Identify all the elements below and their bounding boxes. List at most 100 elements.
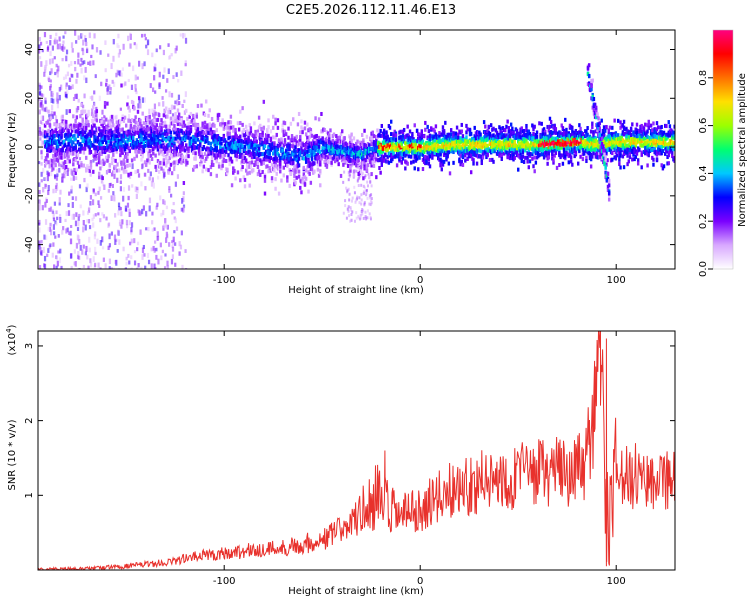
spectrogram-cell — [440, 149, 443, 154]
spectrogram-cell — [338, 135, 342, 140]
spectrogram-cell — [169, 145, 173, 150]
spectrogram-cell — [527, 165, 531, 170]
noise-cell — [40, 61, 43, 67]
noise-cell — [55, 265, 58, 269]
spectrogram-cell — [500, 156, 503, 161]
noise-cell — [82, 219, 85, 226]
spectrogram-cell — [547, 151, 550, 156]
spectrogram-cell — [350, 132, 353, 137]
noise-cell — [55, 182, 58, 187]
noise-cell — [91, 95, 94, 101]
noise-cell — [162, 101, 165, 107]
noise-cell — [113, 173, 116, 179]
spectrogram-cell — [267, 145, 270, 150]
spectrogram-cell — [69, 132, 73, 137]
noise-cell — [92, 214, 95, 219]
spectrogram-cell — [72, 151, 75, 156]
noise-cell — [89, 262, 93, 268]
spectrogram-cell — [366, 163, 370, 168]
spectrogram-cell — [303, 151, 307, 156]
noise-cell — [94, 246, 97, 253]
spectrogram-cell — [317, 117, 321, 122]
spectrogram-cell — [273, 156, 276, 161]
spectrogram-cell — [328, 144, 331, 149]
spectrogram-cell — [136, 120, 140, 125]
spectrogram-cell — [215, 149, 218, 154]
noise-cell — [95, 113, 98, 118]
spectrogram-cell — [387, 160, 391, 165]
spectrogram-cell — [215, 128, 218, 133]
spectrogram-cell — [430, 126, 433, 131]
noise-cell — [128, 124, 131, 131]
spectrogram-cell — [240, 167, 243, 172]
noise-cell — [65, 160, 69, 165]
spectrogram-cell — [85, 125, 88, 130]
noise-cell — [74, 94, 77, 98]
spectrogram-cell — [507, 126, 511, 131]
spectrogram-cell — [250, 155, 254, 160]
spectrogram-cell — [63, 143, 67, 148]
spectrogram-cell — [237, 127, 241, 132]
noise-cell — [365, 162, 368, 166]
spectrogram-cell — [76, 160, 80, 165]
noise-cell — [104, 68, 107, 73]
spectrogram-cell — [57, 133, 61, 138]
spectrogram-cell — [540, 121, 543, 126]
noise-cell — [362, 184, 365, 188]
noise-cell — [107, 222, 111, 227]
spectrogram-cell — [236, 141, 240, 146]
spectrogram-cell — [101, 176, 104, 181]
spectrogram-cell — [187, 149, 190, 154]
spectrogram-cell — [276, 147, 280, 152]
noise-cell — [120, 211, 123, 217]
noise-cell — [51, 93, 54, 98]
spectrogram-cell — [49, 116, 53, 121]
spectrogram-cell — [159, 140, 162, 145]
spectrogram-cell — [223, 138, 227, 143]
noise-cell — [159, 195, 162, 201]
spectrogram-cell — [379, 133, 382, 138]
spectrogram-cell — [122, 118, 126, 123]
spectrogram-cell — [284, 132, 288, 137]
spectrogram-cell — [261, 130, 264, 135]
noise-cell — [53, 201, 57, 206]
spectrogram-cell — [276, 125, 280, 130]
spectrogram-cell — [142, 121, 146, 126]
spectrogram-cell — [160, 149, 163, 154]
noise-cell — [356, 179, 359, 183]
spectrogram-cell — [68, 159, 71, 164]
spectrogram-cell — [259, 123, 262, 128]
spectrogram-cell — [130, 99, 134, 104]
noise-cell — [344, 199, 347, 203]
spectrogram-cell — [517, 167, 520, 172]
noise-cell — [42, 187, 45, 193]
spectrogram-cell — [241, 106, 244, 111]
spectrogram-cell — [140, 140, 143, 145]
spectrogram-cell — [196, 124, 200, 129]
noise-cell — [179, 244, 183, 250]
spectrogram-cell — [99, 139, 102, 144]
spectrogram-cell — [52, 146, 55, 151]
spectrogram-cell — [418, 155, 421, 160]
spectrogram-cell — [132, 135, 135, 140]
noise-cell — [127, 185, 131, 191]
spectrogram-cell — [173, 141, 176, 146]
noise-cell — [41, 115, 45, 121]
spectrogram-cell — [123, 165, 127, 170]
spectrogram-cell — [553, 124, 556, 129]
spectrogram-cell — [43, 123, 47, 128]
spectrogram-cell — [317, 155, 321, 160]
noise-cell — [166, 260, 169, 267]
noise-cell — [172, 75, 175, 80]
spectrogram-cell — [390, 132, 393, 137]
noise-cell — [155, 247, 158, 252]
spectrogram-cell — [256, 150, 260, 155]
spectrogram-cell — [352, 136, 356, 141]
spectrogram-cell — [452, 150, 455, 155]
spectrogram-cell — [413, 166, 416, 171]
spectrogram-cell — [363, 160, 366, 165]
spectrogram-cell — [159, 163, 162, 168]
noise-cell — [125, 261, 128, 266]
spectrogram-cell — [279, 161, 282, 166]
noise-cell — [88, 225, 92, 230]
